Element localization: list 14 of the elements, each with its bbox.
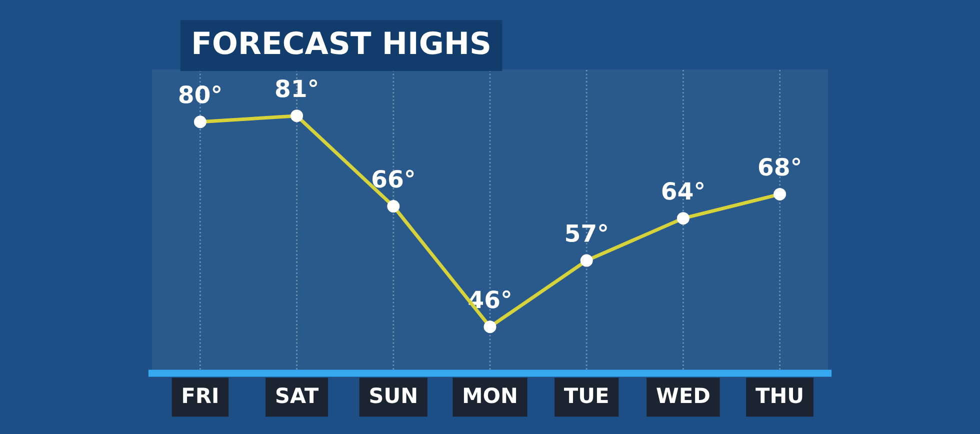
x-tick-label: WED — [656, 388, 710, 403]
data-label: 80° — [179, 85, 220, 104]
data-label: 81° — [276, 79, 318, 98]
x-tick-label: MON — [464, 387, 516, 404]
data-label: 66° — [372, 170, 414, 188]
x-tick-label: SAT — [276, 387, 319, 404]
x-tick-label: THU — [756, 388, 802, 404]
data-label: 57° — [566, 224, 607, 242]
x-tick-label: TUE — [564, 388, 608, 404]
x-tick-label: SUN — [370, 387, 416, 404]
data-label: 64° — [662, 182, 704, 200]
data-label: 68° — [758, 158, 800, 176]
x-tick-label: FRI — [183, 388, 218, 403]
chart-title: FORECAST HIGHS — [194, 31, 490, 54]
